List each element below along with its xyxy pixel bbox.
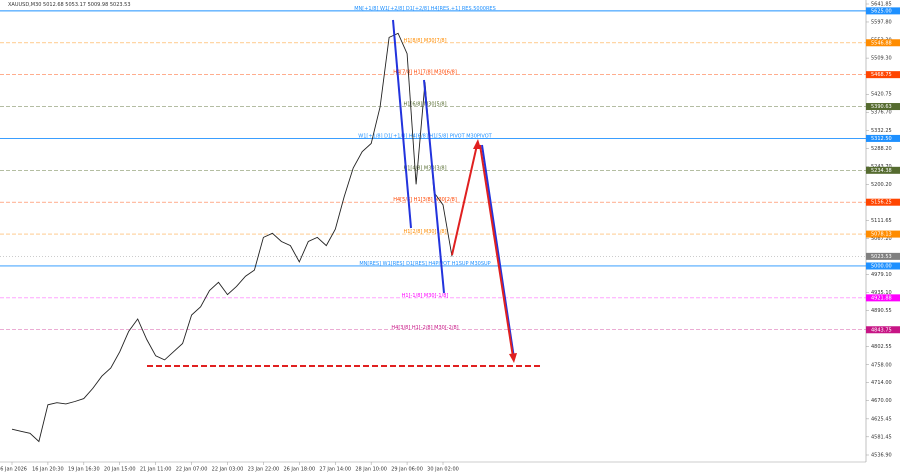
price-box [866,230,900,238]
arrowhead [509,353,517,363]
level-text: H4[3/8] H1[-2/8] M30[-2/8] [391,325,458,331]
y-tick-label: 5200.20 [871,182,892,188]
y-tick-label: 4979.10 [871,272,892,278]
y-tick-label: 4581.45 [871,434,892,440]
price-line [11,32,453,443]
x-tick-label: 16 Jan 20:30 [32,467,64,473]
level-text: H1[2/8] M30[1/8] [403,229,446,235]
price-box [866,294,900,302]
price-box-label: 5156.25 [871,200,892,206]
y-tick-label: 4758.00 [871,362,892,368]
y-tick-label: 4802.55 [871,344,892,350]
x-tick-label: 19 Jan 16:30 [68,467,100,473]
level-text: W1[+1/8] D1[+1/8] H4[6/8] H1[5/8] PIVOT … [358,133,492,139]
y-tick-label: 5597.80 [871,19,892,25]
level-text: H4[7/8] H1[7/8] M30[6/8] [393,70,457,76]
price-box-label: 5468.75 [871,72,892,78]
price-box-label: 5625.00 [871,8,892,14]
x-tick-label: 26 Jan 18:00 [283,467,315,473]
y-tick-label: 5376.70 [871,110,892,116]
levels: MN[+1/8] W1[+2/8] D1[+2/8] H4[RES.+1] RE… [0,6,866,331]
x-tick-label: 22 Jan 03:00 [212,467,244,473]
price-box [866,198,900,206]
y-tick-label: 4670.00 [871,398,892,404]
level-text: MN[RES] W1[RES] D1[RES] H4PIVOT H1SUP M3… [359,261,490,267]
price-box [866,103,900,111]
arrow-up [451,144,478,256]
y-tick-label: 5641.85 [871,2,892,8]
y-tick-label: 4890.55 [871,308,892,314]
price [11,32,453,443]
x-tick-label: 22 Jan 07:00 [176,467,208,473]
x-tick-label: 21 Jan 11:00 [140,467,172,473]
price-box [866,7,900,15]
last-price-box [866,252,900,260]
price-box-label: 5234.38 [871,168,892,174]
price-box [866,71,900,79]
price-box [866,262,900,270]
y-tick-label: 5420.75 [871,92,892,98]
price-box [866,39,900,47]
trend-line [481,144,515,359]
price-box-label: 5078.13 [871,232,892,238]
y-tick-label: 5067.20 [871,236,892,242]
drawings [147,19,541,367]
arrowhead [473,139,481,149]
level-text: H4[5/8] H1[3/8] M30[2/8] [393,197,457,203]
y-tick-label: 4714.00 [871,380,892,386]
x-tick-label: 16 Jan 2026 [0,467,27,473]
x-tick-label: 28 Jan 10:00 [355,467,387,473]
price-box [866,134,900,142]
arrow-down [479,144,514,358]
price-box-label: 4921.88 [871,295,892,301]
price-box-label: 5546.88 [871,40,892,46]
price-box-label: 5000.00 [871,263,892,269]
level-text: H1[4/8] M30[3/8] [403,165,446,171]
level-text: MN[+1/8] W1[+2/8] D1[+2/8] H4[RES.+1] RE… [354,6,496,12]
price-box-label: 4843.75 [871,327,892,333]
chart-title: XAUUSD,M30 5012.68 5053.17 5009.98 5023.… [8,2,131,8]
price-box-label: 5312.50 [871,136,892,142]
trend-line [423,79,445,294]
level-text: H1[-1/8] M30[-1/8] [402,293,449,299]
x-tick-label: 23 Jan 22:00 [248,467,280,473]
trend-line [392,19,412,229]
x-tick-label: 30 Jan 02:00 [427,467,459,473]
price-box [866,326,900,334]
price-box [866,166,900,174]
y-tick-label: 4536.90 [871,453,892,459]
y-tick-label: 4625.45 [871,416,892,422]
y-tick-label: 5288.20 [871,146,892,152]
last-price-label: 5023.53 [871,254,892,260]
y-tick-label: 5111.65 [871,218,892,224]
price-box-label: 5390.63 [871,104,892,110]
x-tick-label: 29 Jan 06:00 [391,467,423,473]
x-tick-label: 27 Jan 14:00 [319,467,351,473]
y-tick-label: 5332.25 [871,128,892,134]
level-text: H1[6/8] M30[5/8] [403,102,446,108]
x-tick-label: 20 Jan 15:00 [104,467,136,473]
y-tick-label: 5509.30 [871,56,892,62]
level-text: H1[8/8] M30[7/8] [403,38,446,44]
y-tick-label: 4935.10 [871,290,892,296]
